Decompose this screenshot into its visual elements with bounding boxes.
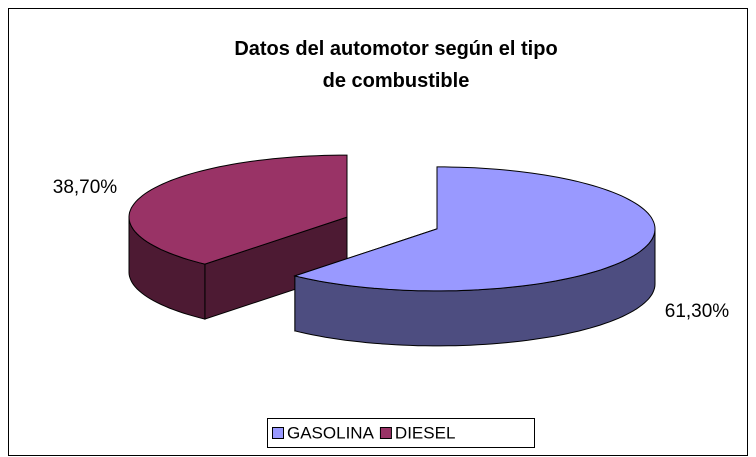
legend-label: GASOLINA [287, 423, 375, 442]
slice-top [293, 166, 656, 292]
legend-swatch [379, 427, 392, 439]
legend-swatch [272, 427, 284, 439]
chart-title: Datos del automotor según el tipo de comb… [234, 38, 557, 92]
legend-label: DIESEL [395, 423, 455, 442]
data-label: 61,30% [665, 301, 730, 322]
slice-top [128, 154, 348, 265]
legend-box [267, 418, 535, 448]
data-label: 38,70% [53, 177, 118, 198]
